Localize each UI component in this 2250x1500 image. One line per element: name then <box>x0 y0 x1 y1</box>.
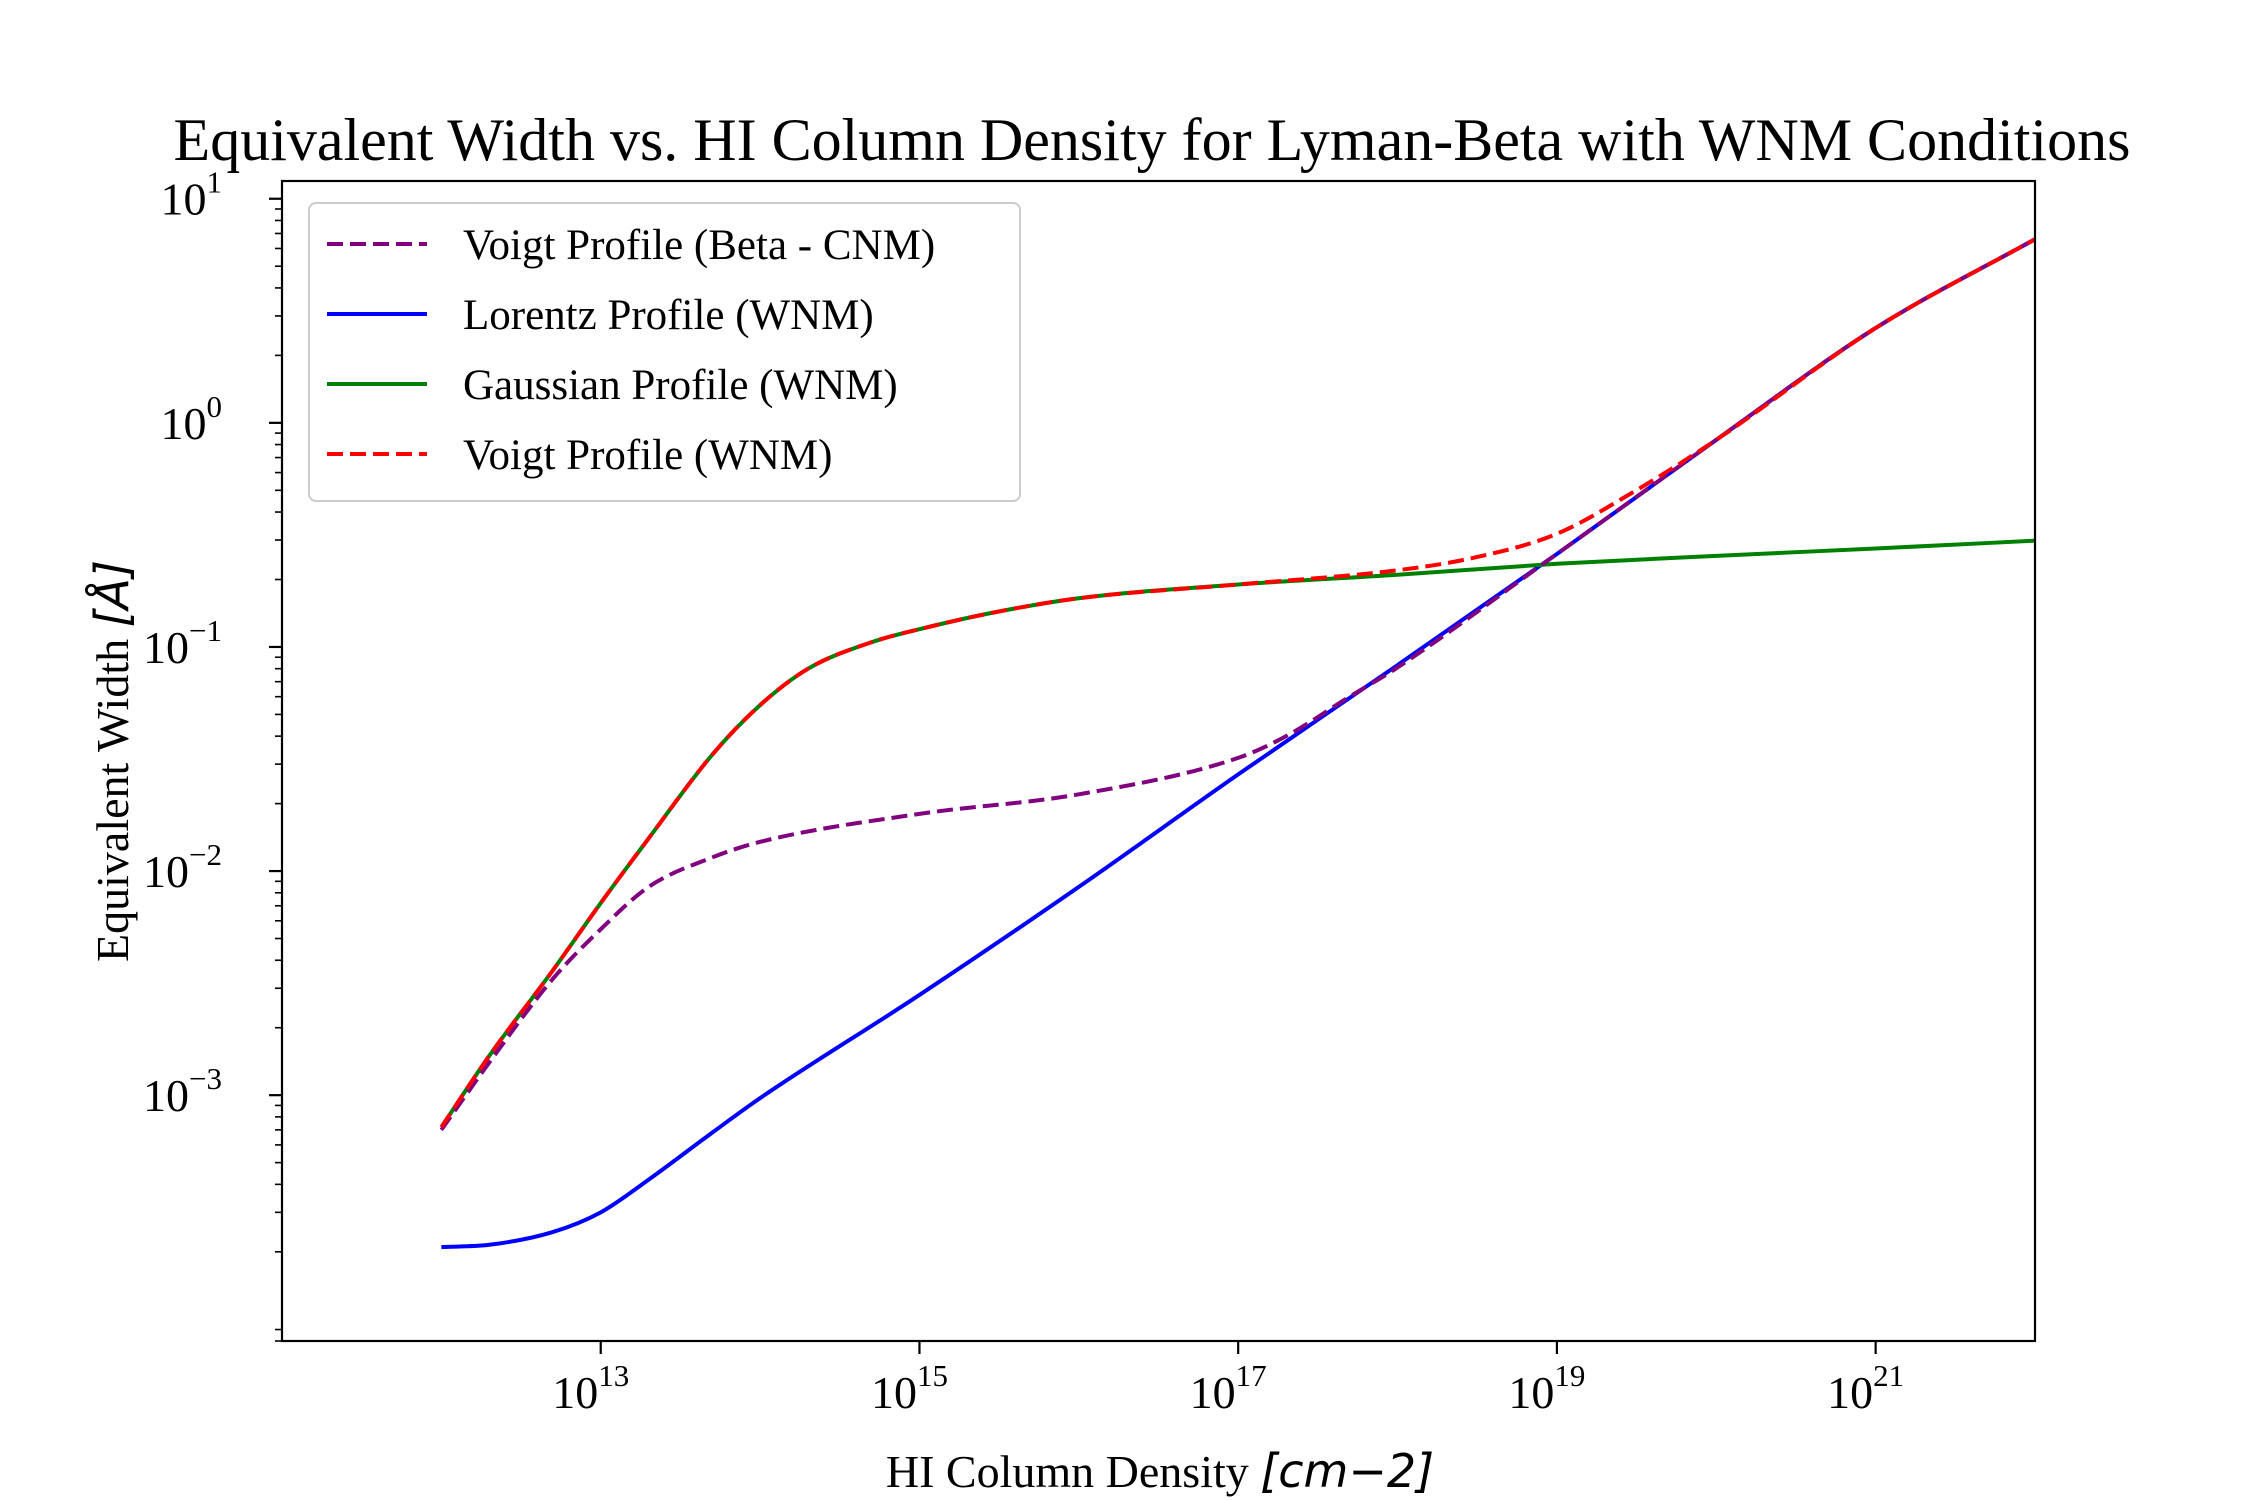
series-line-voigt-profile-beta-cnm <box>439 237 2035 1132</box>
y-axis-label-text: Equivalent Width <box>87 627 138 962</box>
series-line-gaussian-profile-wnm <box>439 538 2035 1129</box>
x-axis-label-text: HI Column Density <box>886 1446 1260 1497</box>
y-tick-label: 10−3 <box>143 1061 222 1121</box>
x-axis-label: HI Column Density [cm−2] <box>886 1444 1434 1498</box>
y-tick-label: 10−2 <box>143 837 222 897</box>
legend-label: Gaussian Profile (WNM) <box>463 362 898 409</box>
x-tick-label: 1017 <box>1190 1358 1267 1418</box>
legend-label: Voigt Profile (Beta - CNM) <box>463 222 935 269</box>
x-axis-label-unit: [cm−2] <box>1260 1444 1434 1498</box>
y-axis-label: Equivalent Width [Å] <box>85 560 139 962</box>
series-line-voigt-profile-wnm <box>439 237 2035 1129</box>
legend-box <box>308 202 1021 502</box>
legend-label: Lorentz Profile (WNM) <box>463 292 874 339</box>
plot-area <box>280 179 2037 1343</box>
y-tick-label: 100 <box>161 389 223 449</box>
y-tick-label: 101 <box>161 165 223 225</box>
x-axis: 1013 1015 1017 1019 1021 <box>552 1341 1904 1418</box>
x-tick-label: 1013 <box>552 1358 629 1418</box>
legend-label: Voigt Profile (WNM) <box>463 432 832 479</box>
y-axis-label-unit: [Å] <box>85 560 139 627</box>
y-tick-label: 10−1 <box>143 613 222 673</box>
x-tick-label: 1015 <box>871 1358 948 1418</box>
x-tick-label: 1021 <box>1827 1358 1904 1418</box>
chart-title: Equivalent Width vs. HI Column Density f… <box>174 107 2131 173</box>
plot-frame <box>280 179 2037 1343</box>
legend: Voigt Profile (Beta - CNM) Lorentz Profil… <box>308 202 1021 502</box>
x-tick-label: 1019 <box>1508 1358 1585 1418</box>
y-axis: 10−3 10−2 10−1 100 101 <box>143 165 282 1342</box>
series-layer <box>439 237 2035 1250</box>
